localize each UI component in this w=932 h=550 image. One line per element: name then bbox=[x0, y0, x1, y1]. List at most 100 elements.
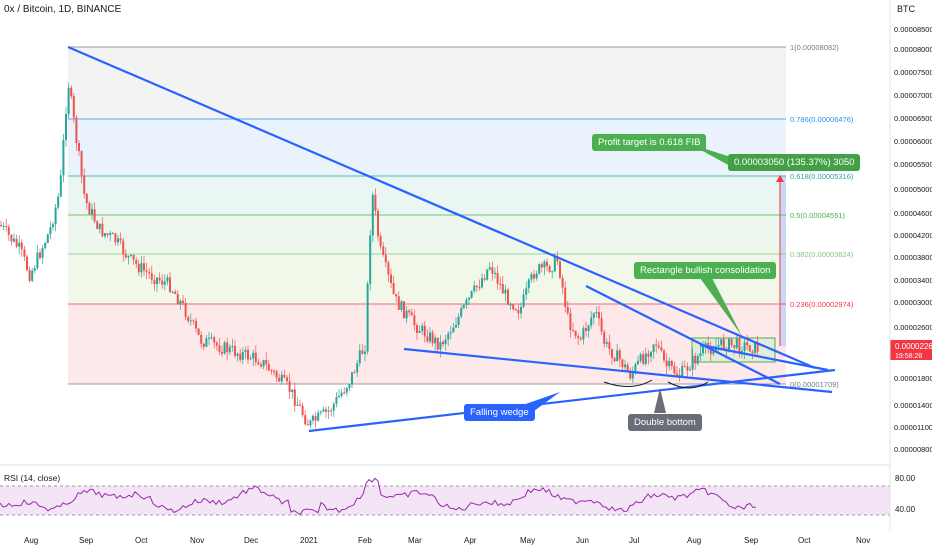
candle-body bbox=[59, 175, 62, 197]
candle-body bbox=[392, 283, 395, 294]
candle-body bbox=[647, 353, 650, 357]
candle-body bbox=[616, 350, 619, 362]
candle-body bbox=[197, 328, 200, 335]
candle-body bbox=[361, 350, 364, 354]
price-tick: 0.00002600 bbox=[894, 323, 932, 332]
candle-body bbox=[192, 320, 195, 322]
candle-body bbox=[299, 404, 301, 406]
consolidation-rectangle[interactable] bbox=[691, 337, 776, 363]
candle-body bbox=[371, 194, 374, 236]
price-tick: 0.00006500 bbox=[894, 114, 932, 123]
price-tick: 0.00001800 bbox=[894, 374, 932, 383]
candle-body bbox=[533, 274, 535, 279]
fib-label-0.5: 0.5(0.00004551) bbox=[790, 211, 846, 220]
price-tick: 0.00005000 bbox=[894, 185, 932, 194]
candle-body bbox=[93, 209, 96, 222]
candle-body bbox=[735, 338, 738, 348]
candle-body bbox=[247, 349, 249, 360]
candle-body bbox=[239, 353, 242, 360]
candle-body bbox=[80, 151, 83, 176]
price-tick: 0.00004600 bbox=[894, 209, 932, 218]
time-tick: Aug bbox=[24, 536, 38, 545]
candle-body bbox=[717, 344, 720, 347]
candle-body bbox=[579, 338, 582, 340]
rsi-lower-value: 40.00 bbox=[895, 505, 916, 514]
falling-wedge-callout[interactable]: Falling wedge bbox=[464, 404, 535, 421]
price-tick: 0.00004200 bbox=[894, 231, 932, 240]
candle-body bbox=[145, 270, 148, 272]
candle-body bbox=[161, 280, 164, 285]
time-tick: Sep bbox=[79, 536, 94, 545]
candle-body bbox=[595, 311, 598, 314]
candle-body bbox=[345, 387, 348, 393]
candle-body bbox=[410, 312, 413, 316]
candle-body bbox=[603, 331, 606, 344]
candle-body bbox=[660, 347, 663, 351]
candle-body bbox=[509, 304, 512, 306]
support-line bbox=[403, 347, 833, 394]
candle-body bbox=[408, 310, 411, 313]
candle-body bbox=[312, 415, 314, 421]
candle-body bbox=[462, 305, 465, 309]
candle-body bbox=[673, 366, 676, 374]
candle-body bbox=[23, 249, 26, 257]
candle-body bbox=[223, 342, 226, 354]
candle-body bbox=[468, 297, 470, 300]
double-bottom-arc-1 bbox=[603, 379, 653, 387]
rectangle-callout[interactable]: Rectangle bullish consolidation bbox=[634, 262, 777, 279]
candle-body bbox=[613, 358, 616, 362]
candle-body bbox=[429, 332, 431, 342]
candle-body bbox=[325, 409, 327, 412]
candle-body bbox=[213, 337, 216, 343]
candle-body bbox=[626, 364, 629, 372]
candle-body bbox=[106, 233, 109, 235]
candle-body bbox=[44, 242, 47, 249]
candle-body bbox=[452, 327, 455, 333]
candle-body bbox=[442, 341, 444, 345]
candle-body bbox=[275, 371, 278, 378]
rsi-band bbox=[0, 486, 890, 515]
candle-body bbox=[543, 261, 546, 268]
candle-body bbox=[499, 283, 502, 285]
candle-body bbox=[405, 310, 408, 319]
rsi-line bbox=[0, 477, 757, 516]
candle-body bbox=[176, 294, 179, 305]
candle-body bbox=[41, 248, 44, 258]
rectangle-callout-pointer bbox=[700, 278, 742, 336]
candle-body bbox=[657, 345, 660, 348]
price-tick: 0.00005500 bbox=[894, 160, 932, 169]
trendlines[interactable] bbox=[67, 45, 836, 433]
candle-body bbox=[670, 360, 673, 367]
candle-body bbox=[189, 320, 192, 322]
candle-body bbox=[98, 223, 101, 230]
candle-body bbox=[228, 346, 231, 353]
time-tick: Jul bbox=[629, 536, 639, 545]
candle-body bbox=[572, 330, 574, 332]
profit-target-callout[interactable]: Profit target is 0.618 FIB bbox=[592, 134, 707, 151]
candle-body bbox=[434, 337, 437, 344]
time-tick: Mar bbox=[408, 536, 422, 545]
candle-body bbox=[377, 210, 379, 237]
candle-body bbox=[135, 259, 138, 264]
candle-body bbox=[306, 424, 309, 426]
candle-body bbox=[184, 302, 187, 317]
candle-body bbox=[379, 236, 382, 247]
candle-body bbox=[309, 420, 312, 426]
candle-body bbox=[702, 346, 704, 354]
candle-body bbox=[265, 360, 268, 365]
candle-body bbox=[423, 325, 426, 337]
candle-body bbox=[733, 345, 736, 348]
falling-wedge-upper-line bbox=[67, 45, 816, 370]
double-bottom-callout[interactable]: Double bottom bbox=[628, 414, 702, 431]
candle-body bbox=[36, 252, 39, 269]
candle-body bbox=[26, 256, 28, 270]
candle-body bbox=[668, 360, 671, 367]
candle-body bbox=[156, 277, 158, 285]
candle-body bbox=[390, 274, 392, 284]
price-axis[interactable]: 0.00008500 0.00008000 0.00007500 0.00007000… bbox=[894, 25, 932, 454]
time-axis[interactable]: Aug Sep Oct Nov Dec 2021 Feb Mar Apr May Jun Jul Aug… bbox=[24, 536, 870, 545]
price-tick: 0.00000800 bbox=[894, 445, 932, 454]
candle-body bbox=[348, 384, 351, 388]
candle-body bbox=[195, 320, 197, 329]
